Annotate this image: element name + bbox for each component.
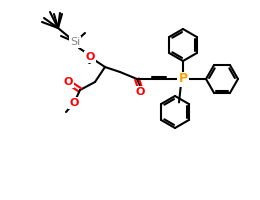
Text: O: O — [69, 98, 79, 108]
Text: O: O — [85, 52, 95, 62]
Text: P: P — [178, 72, 187, 86]
Text: P: P — [178, 72, 187, 86]
Text: O: O — [63, 77, 73, 87]
Text: O: O — [85, 52, 95, 62]
Text: O: O — [135, 87, 145, 97]
Text: O: O — [135, 87, 145, 97]
Text: Si: Si — [70, 37, 80, 47]
Text: O: O — [69, 98, 79, 108]
Text: Si: Si — [70, 37, 80, 47]
